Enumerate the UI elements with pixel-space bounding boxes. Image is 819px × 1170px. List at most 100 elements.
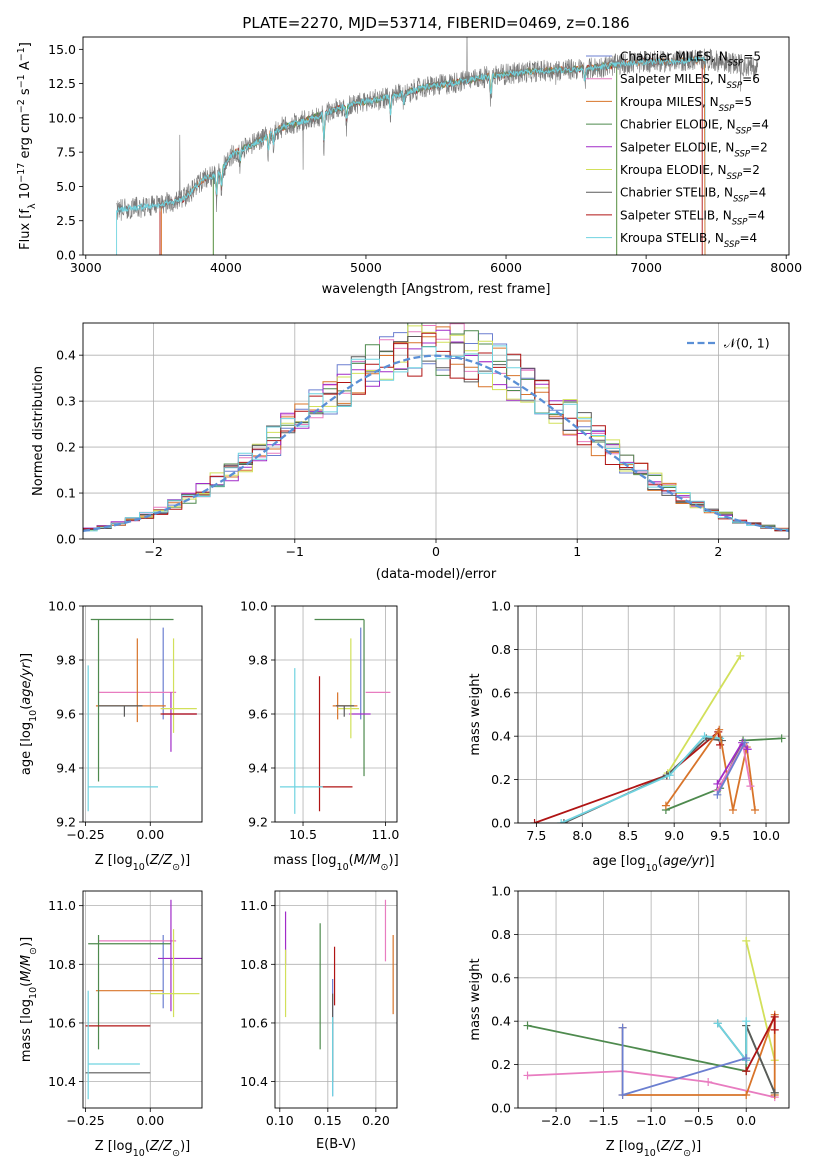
- weight_vs_Z-ytick-label: 0.2: [491, 1057, 511, 1072]
- age-mass-xlabel-part: mass [: [273, 853, 316, 868]
- weight-z-xlabel-part: (: [656, 1139, 661, 1154]
- legend-label-sub: SSP: [728, 59, 744, 69]
- weight_vs_Z-ytick-label: 0.6: [491, 970, 511, 985]
- weight_vs_Z-ytick-label: 0.4: [491, 1014, 511, 1029]
- mass-z-xlabel-part: Z: [162, 1139, 173, 1154]
- mass-z-ylabel-part: (: [19, 982, 34, 987]
- weight-marker: [713, 1019, 722, 1028]
- legend-label-value: =4: [740, 231, 758, 245]
- weight-marker: [700, 732, 709, 741]
- mass_vs_EBV-xtick-label: 0.20: [362, 1113, 390, 1128]
- mass-z-xlabel-part: Z/: [149, 1139, 165, 1154]
- weight_vs_age-ytick-label: 0.2: [491, 772, 511, 787]
- weight-z-xlabel-part: Z: [673, 1139, 684, 1154]
- weight-age-xlabel-part: )]: [704, 854, 714, 869]
- age_vs_mass-ytick-label: 10.0: [240, 599, 268, 614]
- mass_vs_Z-ytick-label: 10.8: [48, 957, 76, 972]
- spectrum-ylabel: Flux [fλ 10−17 erg cm−2 s−1 A−1]: [16, 42, 38, 250]
- weight-line: [527, 1070, 775, 1099]
- age_vs_mass-axes: 10.5 11.0 9.2 9.4 9.6 9.8 10.0 mass [log10(M/M⊙…: [240, 599, 399, 873]
- mass-z-ylabel-part: log: [19, 999, 34, 1019]
- mass_vs_Z-grid: [83, 891, 202, 1108]
- weight-marker: [523, 1021, 532, 1030]
- weight_vs_age-ticks: 7.5 8.0 8.5 9.0 9.5 10.0 0.0 0.2 0.4 0.6 0.8 1.0: [491, 599, 780, 844]
- legend-label: Chabrier STELIB, NSSP=4: [620, 186, 766, 205]
- residuals-ytick-label: 0.4: [56, 348, 76, 363]
- age-mass-xlabel-part: (: [349, 853, 354, 868]
- mass-z-ylabel-part: M/: [19, 965, 34, 982]
- spectrum-ytick-label: 0.0: [56, 248, 76, 263]
- age-z-ylabel-part: 10: [28, 710, 39, 722]
- weight-marker: [523, 1071, 532, 1080]
- spectrum-ylabel-part: 10: [18, 183, 33, 204]
- legend-label-sub: SSP: [727, 81, 743, 91]
- weight_vs_Z-ticks: −2.0 −1.5 −1.0 −0.5 0.0 0.0 0.2 0.4 0.6 0.8 1.0: [491, 884, 756, 1129]
- weight-marker: [751, 805, 760, 814]
- legend-label-value: =4: [747, 208, 765, 222]
- legend-label-name: Chabrier ELODIE, N: [620, 118, 736, 132]
- mass_vs_Z-ticks: −0.25 0.00 10.4 10.6 10.8 11.0: [48, 898, 164, 1128]
- spectrum-ylabel-part: −2: [16, 99, 27, 113]
- age-mass-xlabel-part: M/: [354, 853, 371, 868]
- weight-marker: [742, 1090, 751, 1099]
- weight-z-xlabel-part: 10: [644, 1148, 656, 1159]
- weight-line: [745, 940, 776, 1061]
- weight-age-xlabel: age [log10(age/yr)]: [592, 854, 714, 874]
- age_vs_mass-ytick-label: 9.8: [248, 653, 268, 668]
- spectrum-data-line: [116, 37, 759, 221]
- age-z-xlabel-part: Z/: [149, 853, 165, 868]
- age-z-ylabel-part: age [: [19, 742, 34, 775]
- mass-z-xlabel-part: 10: [133, 1148, 145, 1159]
- gaussian-curve: [83, 354, 789, 533]
- weight-marker: [742, 1054, 751, 1063]
- mass_vs_EBV-ytick-label: 10.4: [240, 1074, 268, 1089]
- residuals-ticks: −2 −1 0 1 2 0.0 0.1 0.2 0.3 0.4: [56, 348, 722, 559]
- legend-label: Salpeter MILES, NSSP=6: [620, 72, 760, 91]
- age_vs_mass-plot-area: [279, 618, 391, 814]
- legend-label-value: =5: [734, 95, 752, 109]
- mass_vs_EBV-ticks: 0.10 0.15 0.20 10.4 10.6 10.8 11.0: [240, 898, 390, 1128]
- weight-marker: [715, 725, 724, 734]
- weight-z-xlabel-part: Z [: [606, 1139, 624, 1154]
- weight-marker: [770, 1012, 779, 1021]
- mass_vs_EBV-grid: [275, 891, 397, 1108]
- weight-marker: [618, 1090, 627, 1099]
- weight-marker: [713, 779, 722, 788]
- mass_vs_EBV-ytick-label: 10.8: [240, 957, 268, 972]
- weight-z-xlabel-part: )]: [691, 1139, 701, 1154]
- weight-age-xlabel-part: log: [626, 854, 646, 869]
- residuals-ylabel: Normed distribution: [31, 366, 46, 496]
- spectrum-ylabel-part: Flux [f: [18, 209, 33, 250]
- legend-label-value: =2: [742, 163, 760, 177]
- weight_vs_Z-ytick-label: 0.0: [491, 1101, 511, 1116]
- spectrum-ylabel-part: −1: [16, 74, 27, 88]
- mass-z-ylabel: mass [log10(M/M⊙)]: [19, 937, 39, 1062]
- weight_vs_age-frame: [517, 605, 790, 824]
- weight_vs_Z-plot-area: [523, 936, 779, 1102]
- legend-label-sub: SSP: [736, 127, 752, 137]
- legend-label-name: Salpeter STELIB, N: [620, 208, 732, 222]
- spectrum-xtick-label: 4000: [210, 260, 242, 275]
- age_vs_mass-xtick-label: 10.5: [289, 827, 317, 842]
- age_vs_Z-xtick-label: 0.00: [136, 827, 164, 842]
- weight-marker: [713, 790, 722, 799]
- weight_vs_Z-axes: −2.0 −1.5 −1.0 −0.5 0.0 0.0 0.2 0.4 0.6 0.8 1.0 Z […: [468, 884, 790, 1159]
- age-z-xlabel-part: 10: [133, 862, 145, 873]
- age-z-xlabel: Z [log10(Z/Z⊙)]: [95, 853, 190, 873]
- age_vs_Z-ytick-label: 9.4: [56, 761, 76, 776]
- spectrum-model-overlay: [116, 56, 706, 214]
- spectrum-xtick-label: 8000: [770, 260, 802, 275]
- legend-label-sub: SSP: [732, 217, 748, 227]
- weight_vs_age-xtick-label: 8.5: [618, 828, 638, 843]
- residuals-plot-area: [83, 323, 789, 534]
- residuals-ytick-label: 0.2: [56, 440, 76, 455]
- spectrum-ylabel-part: λ: [27, 203, 38, 209]
- mass-z-xlabel: Z [log10(Z/Z⊙)]: [95, 1139, 190, 1159]
- spectrum-ylabel-part: −17: [16, 163, 27, 183]
- spectrum-ylabel-part: s: [18, 88, 33, 99]
- weight_vs_Z-ytick-label: 1.0: [491, 884, 511, 899]
- legend-label-value: =4: [749, 186, 767, 200]
- legend-label-sub: SSP: [734, 149, 750, 159]
